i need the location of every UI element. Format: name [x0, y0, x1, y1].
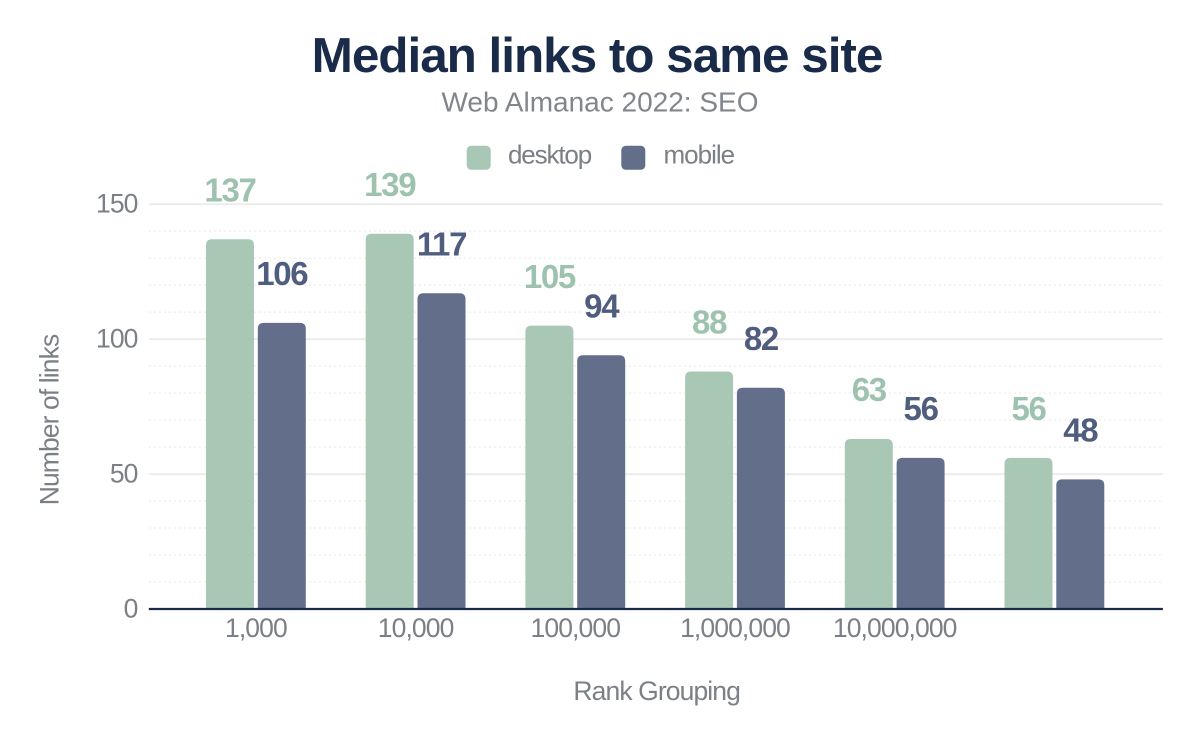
svg-text:mobile: mobile — [664, 140, 735, 170]
svg-text:Rank Grouping: Rank Grouping — [573, 676, 740, 706]
svg-text:100,000: 100,000 — [531, 613, 621, 643]
svg-text:56: 56 — [904, 390, 939, 427]
svg-text:105: 105 — [524, 258, 576, 295]
svg-text:Median links to same site: Median links to same site — [312, 28, 883, 83]
svg-text:Number of links: Number of links — [34, 334, 64, 505]
svg-text:10,000: 10,000 — [378, 613, 454, 643]
svg-text:100: 100 — [96, 324, 138, 354]
svg-text:desktop: desktop — [508, 140, 592, 170]
svg-text:106: 106 — [256, 255, 308, 292]
svg-text:139: 139 — [364, 166, 416, 203]
svg-text:10,000,000: 10,000,000 — [833, 613, 957, 643]
svg-text:82: 82 — [744, 320, 779, 357]
svg-text:150: 150 — [96, 189, 138, 219]
svg-text:0: 0 — [124, 593, 138, 623]
svg-text:Web Almanac 2022: SEO: Web Almanac 2022: SEO — [442, 87, 759, 118]
svg-text:117: 117 — [417, 225, 466, 262]
svg-text:94: 94 — [584, 288, 620, 325]
svg-text:88: 88 — [692, 304, 727, 341]
svg-text:1,000,000: 1,000,000 — [680, 613, 790, 643]
svg-text:63: 63 — [852, 371, 887, 408]
svg-text:48: 48 — [1063, 412, 1098, 449]
svg-text:56: 56 — [1011, 390, 1046, 427]
svg-text:1,000: 1,000 — [225, 613, 287, 643]
svg-text:50: 50 — [110, 458, 138, 488]
svg-text:137: 137 — [204, 171, 255, 208]
